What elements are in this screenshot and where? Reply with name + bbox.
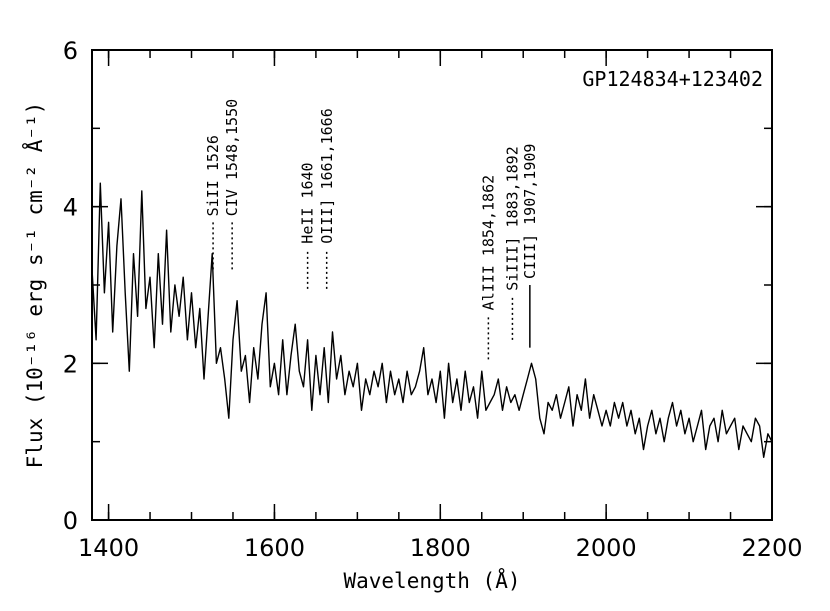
x-tick-label: 2200 (741, 534, 802, 562)
line-marker-label: AlIII 1854,1862 (479, 175, 497, 310)
y-axis-title: Flux (10⁻¹⁶ erg s⁻¹ cm⁻² Å⁻¹) (21, 102, 47, 469)
x-tick-label: 1600 (244, 534, 305, 562)
spectrum-line (91, 182, 773, 458)
y-tick-label: 4 (63, 194, 78, 222)
line-marker-label: CIII] 1907,1909 (521, 144, 539, 279)
y-tick-label: 2 (63, 350, 78, 378)
y-tick-label: 6 (63, 37, 78, 65)
x-tick-label: 2000 (576, 534, 637, 562)
plot-frame (91, 49, 773, 521)
x-axis-title: Wavelength (Å) (343, 567, 520, 593)
line-marker-label: SiIII] 1883,1892 (503, 146, 521, 291)
line-marker-label: OIII] 1661,1666 (318, 108, 336, 243)
x-tick-label: 1800 (410, 534, 471, 562)
emission-line-markers: SiII 1526 CIV 1548,1550 HeII 1640 OIII] 166… (204, 99, 539, 360)
axis-ticks (92, 49, 773, 521)
x-tick-label: 1400 (78, 534, 139, 562)
line-marker-label: CIV 1548,1550 (223, 99, 241, 216)
line-marker-label: HeII 1640 (299, 162, 317, 243)
axis-tick-labels: 1400 1600 1800 2000 2200 0 2 4 6 (63, 37, 803, 562)
y-tick-label: 0 (63, 507, 78, 535)
object-label: GP124834+123402 (582, 67, 763, 91)
line-marker-label: SiII 1526 (204, 135, 222, 216)
